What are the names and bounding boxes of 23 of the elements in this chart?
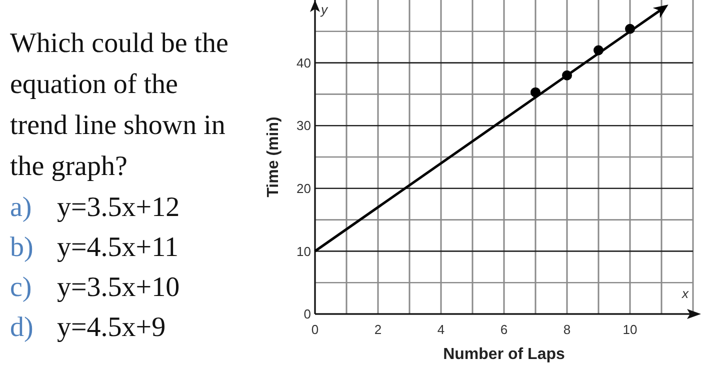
x-tick-label: 4 xyxy=(437,322,445,337)
y-tick-label: 30 xyxy=(296,118,311,134)
annotation: y xyxy=(320,2,329,17)
y-tick-label: 40 xyxy=(296,55,311,70)
text: a) y=3.5x+12 xyxy=(10,192,180,223)
text: c) y=3.5x+10 xyxy=(10,272,180,303)
x-tick-label: 6 xyxy=(500,322,508,337)
y-tick-label: 10 xyxy=(296,244,311,259)
point xyxy=(562,70,572,80)
x-axis-title: Number of Laps xyxy=(443,346,565,363)
text: d) y=4.5x+9 xyxy=(10,312,166,343)
y-tick-label: 0 xyxy=(304,306,311,322)
point xyxy=(530,87,540,98)
text: b) y=4.5x+11 xyxy=(10,232,179,263)
y-axis-title: Time (min) xyxy=(265,116,282,198)
point xyxy=(625,24,635,34)
point xyxy=(594,45,604,56)
x-tick-label: 8 xyxy=(563,322,571,337)
y-tick-label: 20 xyxy=(296,180,311,196)
x-tick-label: 10 xyxy=(622,322,638,337)
annotation: x xyxy=(681,286,689,301)
text: Which could be the equation of the trend line shown in the graph? xyxy=(10,28,228,182)
x-tick-label: 2 xyxy=(374,322,382,337)
